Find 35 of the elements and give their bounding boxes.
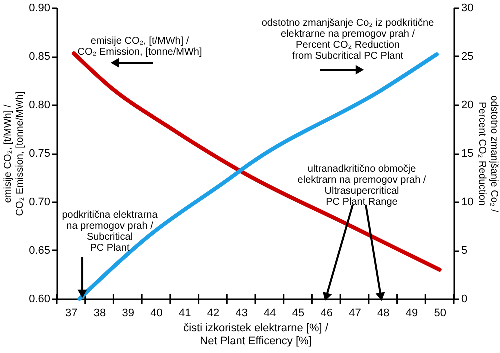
x-tick-label: 50 <box>434 308 446 320</box>
y-axis-title: emisije CO₂, [t/MWh] / CO₂ Emission, [tonne/MWh] <box>3 92 26 216</box>
y-tick-label: 0.85 <box>29 51 50 63</box>
y2-axis-title: odstotno zmanjšanje Co₂ / Percent CO₂ Reduction <box>476 96 500 213</box>
x-tick-label: 46 <box>320 308 334 320</box>
y2-tick-label: 30 <box>462 2 474 14</box>
x-tick-label: 39 <box>122 308 135 320</box>
y-tick-label: 0.60 <box>29 294 50 306</box>
y-tick-label: 0.65 <box>29 245 50 257</box>
y-tick-label: 0.75 <box>29 148 50 160</box>
x-tick-label: 49 <box>406 308 418 320</box>
x-tick-label: 44 <box>264 308 276 320</box>
x-tick-label: 43 <box>236 308 248 320</box>
y2-tick-label: 20 <box>462 100 474 112</box>
y2-tick-label: 25 <box>462 51 474 63</box>
annotation: odstotno zmanjšanje Co₂ iz podkritične elektrarne na premogov prah / Percent CO₂ Reduction from Subcritical PC Plant <box>262 18 435 62</box>
x-tick-label: 45 <box>292 308 305 320</box>
x-tick-label: 47 <box>349 308 362 320</box>
y-tick-label: 0.70 <box>29 196 50 208</box>
x-tick-label: 48 <box>377 308 390 320</box>
annotation: emisije CO₂, [t/MWh] / CO₂ Emission, [tonne/MWh] <box>78 36 202 58</box>
annotation: podkritična elektrarna na premogov prah / Subcritical PC Plant <box>62 210 158 254</box>
y2-tick-label: 15 <box>462 148 474 160</box>
y2-tick-label: 0 <box>462 294 468 306</box>
x-tick-label: 37 <box>66 308 78 320</box>
x-tick-label: 42 <box>207 308 220 320</box>
annotation: ultranadkritično območje elektrarn na premogov prah / Ultrasupercritical PC Plant Range <box>298 164 426 208</box>
x-axis-title: čisti izkoristek elektrarne [%] / Net Plant Efficency [%] <box>184 322 330 348</box>
y2-tick-label: 5 <box>462 245 468 257</box>
x-tick-label: 41 <box>178 308 192 320</box>
x-tick-label: 38 <box>94 308 106 320</box>
y-tick-label: 0.80 <box>29 100 50 112</box>
y2-tick-label: 10 <box>462 196 474 208</box>
x-tick-label: 40 <box>150 308 163 320</box>
y-tick-label: 0.90 <box>29 2 50 14</box>
